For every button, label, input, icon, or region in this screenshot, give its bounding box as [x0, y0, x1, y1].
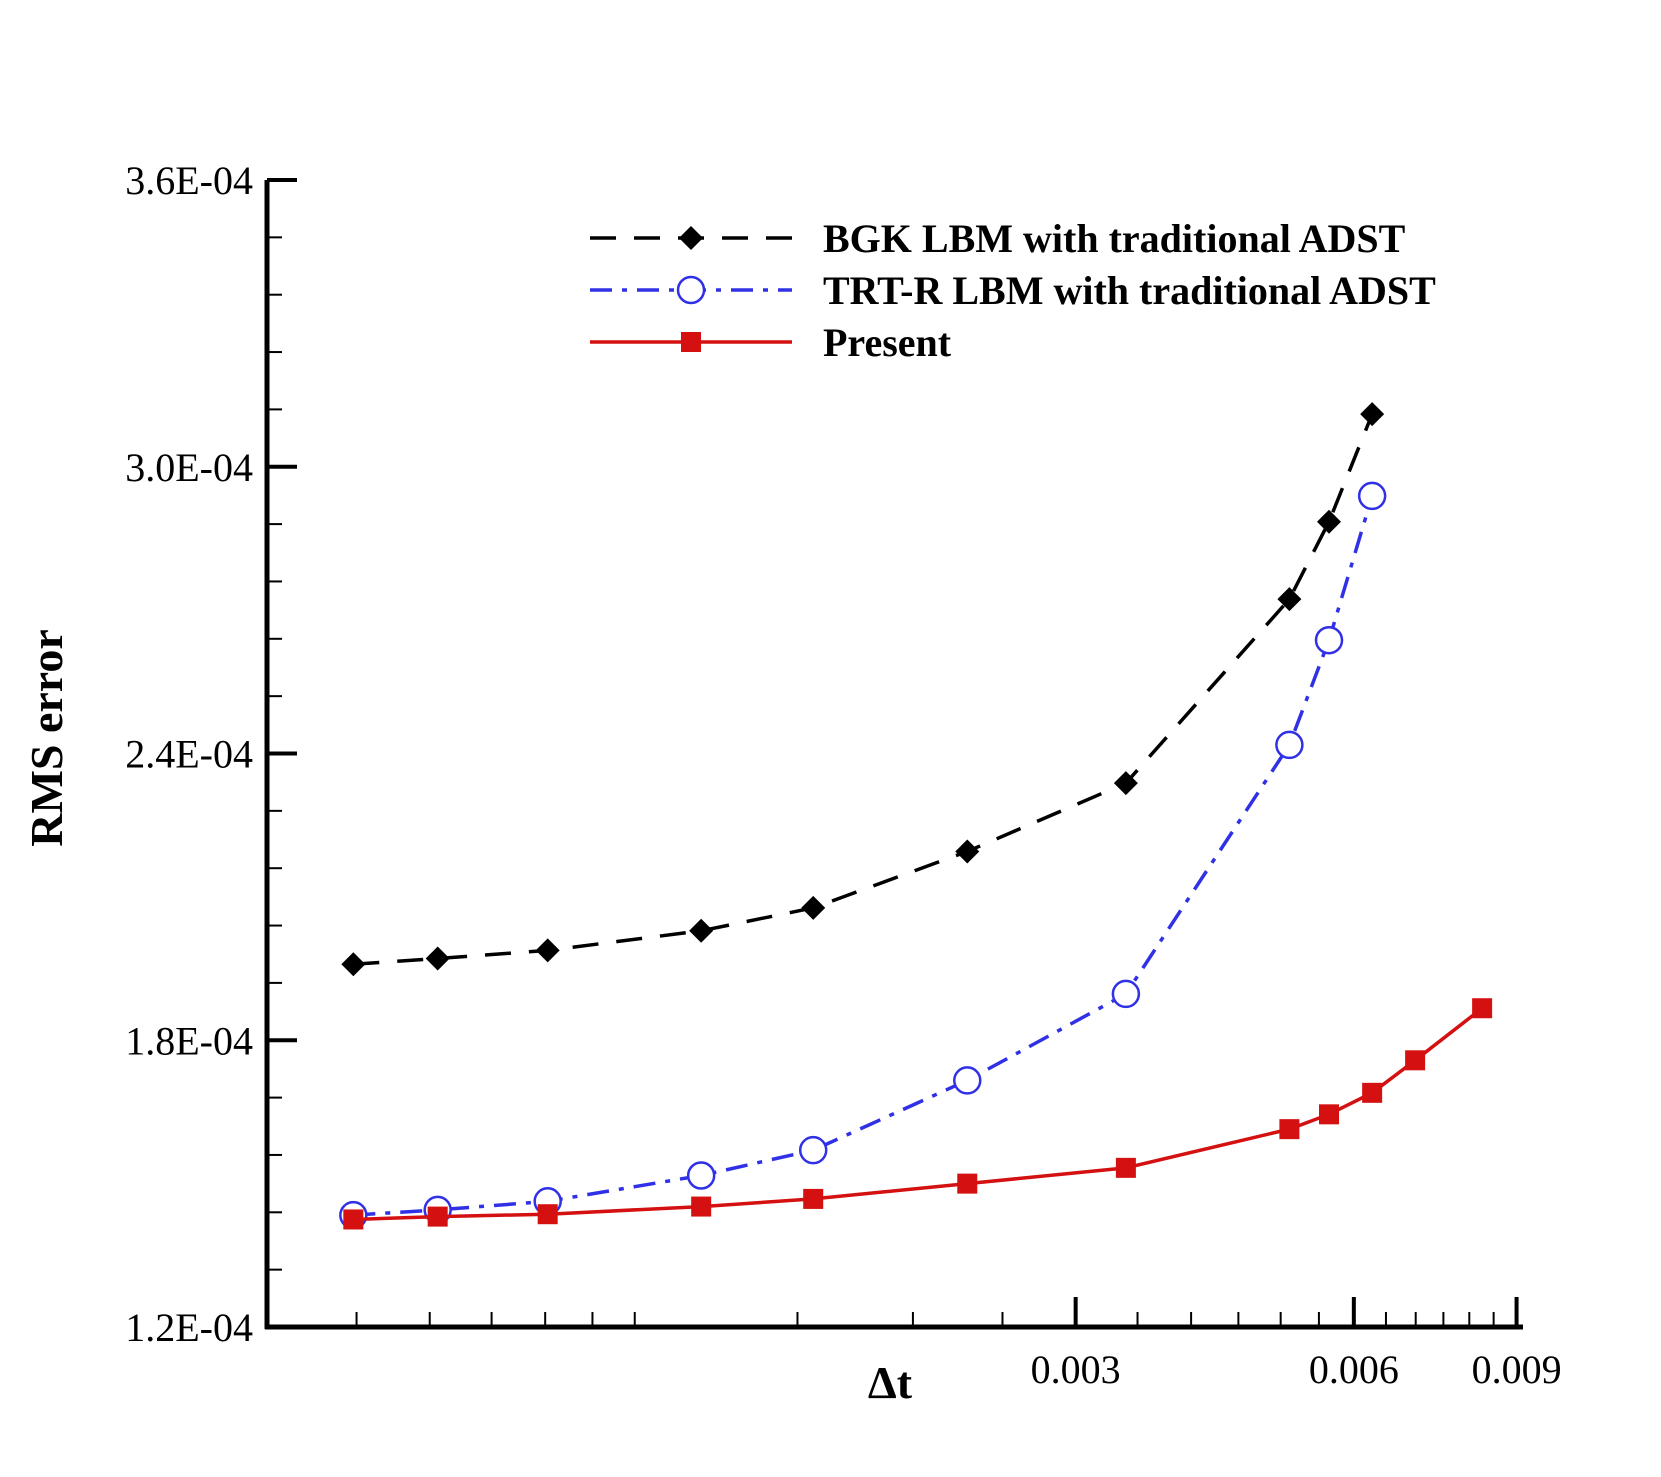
series-line: [353, 413, 1374, 967]
data-point: [343, 1209, 364, 1230]
data-point: [427, 1206, 448, 1227]
legend-label: TRT-R LBM with traditional ADST: [823, 268, 1436, 313]
legend-item-3: Present: [590, 320, 952, 365]
data-point: [1277, 587, 1302, 612]
data-point: [689, 918, 714, 943]
data-point: [1275, 730, 1304, 760]
data-point: [1362, 1082, 1383, 1103]
data-point: [801, 895, 826, 920]
x-tick-label: 0.009: [1472, 1347, 1562, 1392]
legend-swatch-marker: [676, 275, 706, 305]
data-point: [1360, 402, 1385, 427]
series-layer: [339, 402, 1493, 1230]
x-tick-label: 0.006: [1309, 1347, 1399, 1392]
tick-label-layer: 1.2E-04 1.8E-04 2.4E-04 3.0E-04 3.6E-04 0.003…: [125, 158, 1561, 1392]
legend-label: BGK LBM with traditional ADST: [823, 216, 1406, 261]
y-tick-label: 1.8E-04: [125, 1018, 253, 1063]
data-point: [957, 1173, 978, 1194]
data-point: [1317, 509, 1342, 534]
data-point: [691, 1196, 712, 1217]
data-point: [798, 1135, 828, 1165]
y-tick-label: 2.4E-04: [125, 732, 253, 777]
data-point: [686, 1161, 716, 1190]
data-point: [1115, 1157, 1136, 1178]
data-point: [1314, 625, 1344, 655]
y-tick-label: 1.2E-04: [125, 1305, 253, 1350]
axis-layer: [264, 178, 1523, 1330]
data-point: [1472, 998, 1493, 1019]
data-point: [803, 1188, 824, 1209]
data-point: [1279, 1119, 1300, 1140]
x-axis-title: Δt: [868, 1357, 913, 1408]
series-line: [353, 495, 1374, 1217]
series-3: [343, 998, 1493, 1230]
data-point: [955, 839, 980, 864]
y-axis-title: RMS error: [21, 629, 72, 847]
legend-label: Present: [823, 320, 952, 365]
y-tick-label: 3.0E-04: [125, 445, 253, 490]
legend-item-1: BGK LBM with traditional ADST: [590, 216, 1406, 261]
data-point: [535, 938, 560, 963]
data-point: [341, 952, 366, 977]
data-point: [1405, 1050, 1426, 1071]
legend: BGK LBM with traditional ADST TRT-R LBM w…: [590, 216, 1436, 365]
legend-swatch-marker: [681, 332, 701, 352]
series-line: [353, 1006, 1484, 1222]
x-tick-label: 0.003: [1031, 1347, 1121, 1392]
y-tick-label: 3.6E-04: [125, 158, 253, 203]
data-point: [1319, 1104, 1340, 1125]
data-point: [953, 1066, 982, 1095]
data-point: [1357, 481, 1387, 511]
legend-item-2: TRT-R LBM with traditional ADST: [590, 268, 1436, 313]
series-1: [341, 402, 1385, 977]
legend-swatch-marker: [679, 226, 703, 250]
data-point: [1113, 771, 1138, 796]
data-point: [537, 1204, 558, 1225]
data-point: [1111, 979, 1141, 1009]
data-point: [425, 946, 450, 971]
series-2: [339, 481, 1387, 1230]
